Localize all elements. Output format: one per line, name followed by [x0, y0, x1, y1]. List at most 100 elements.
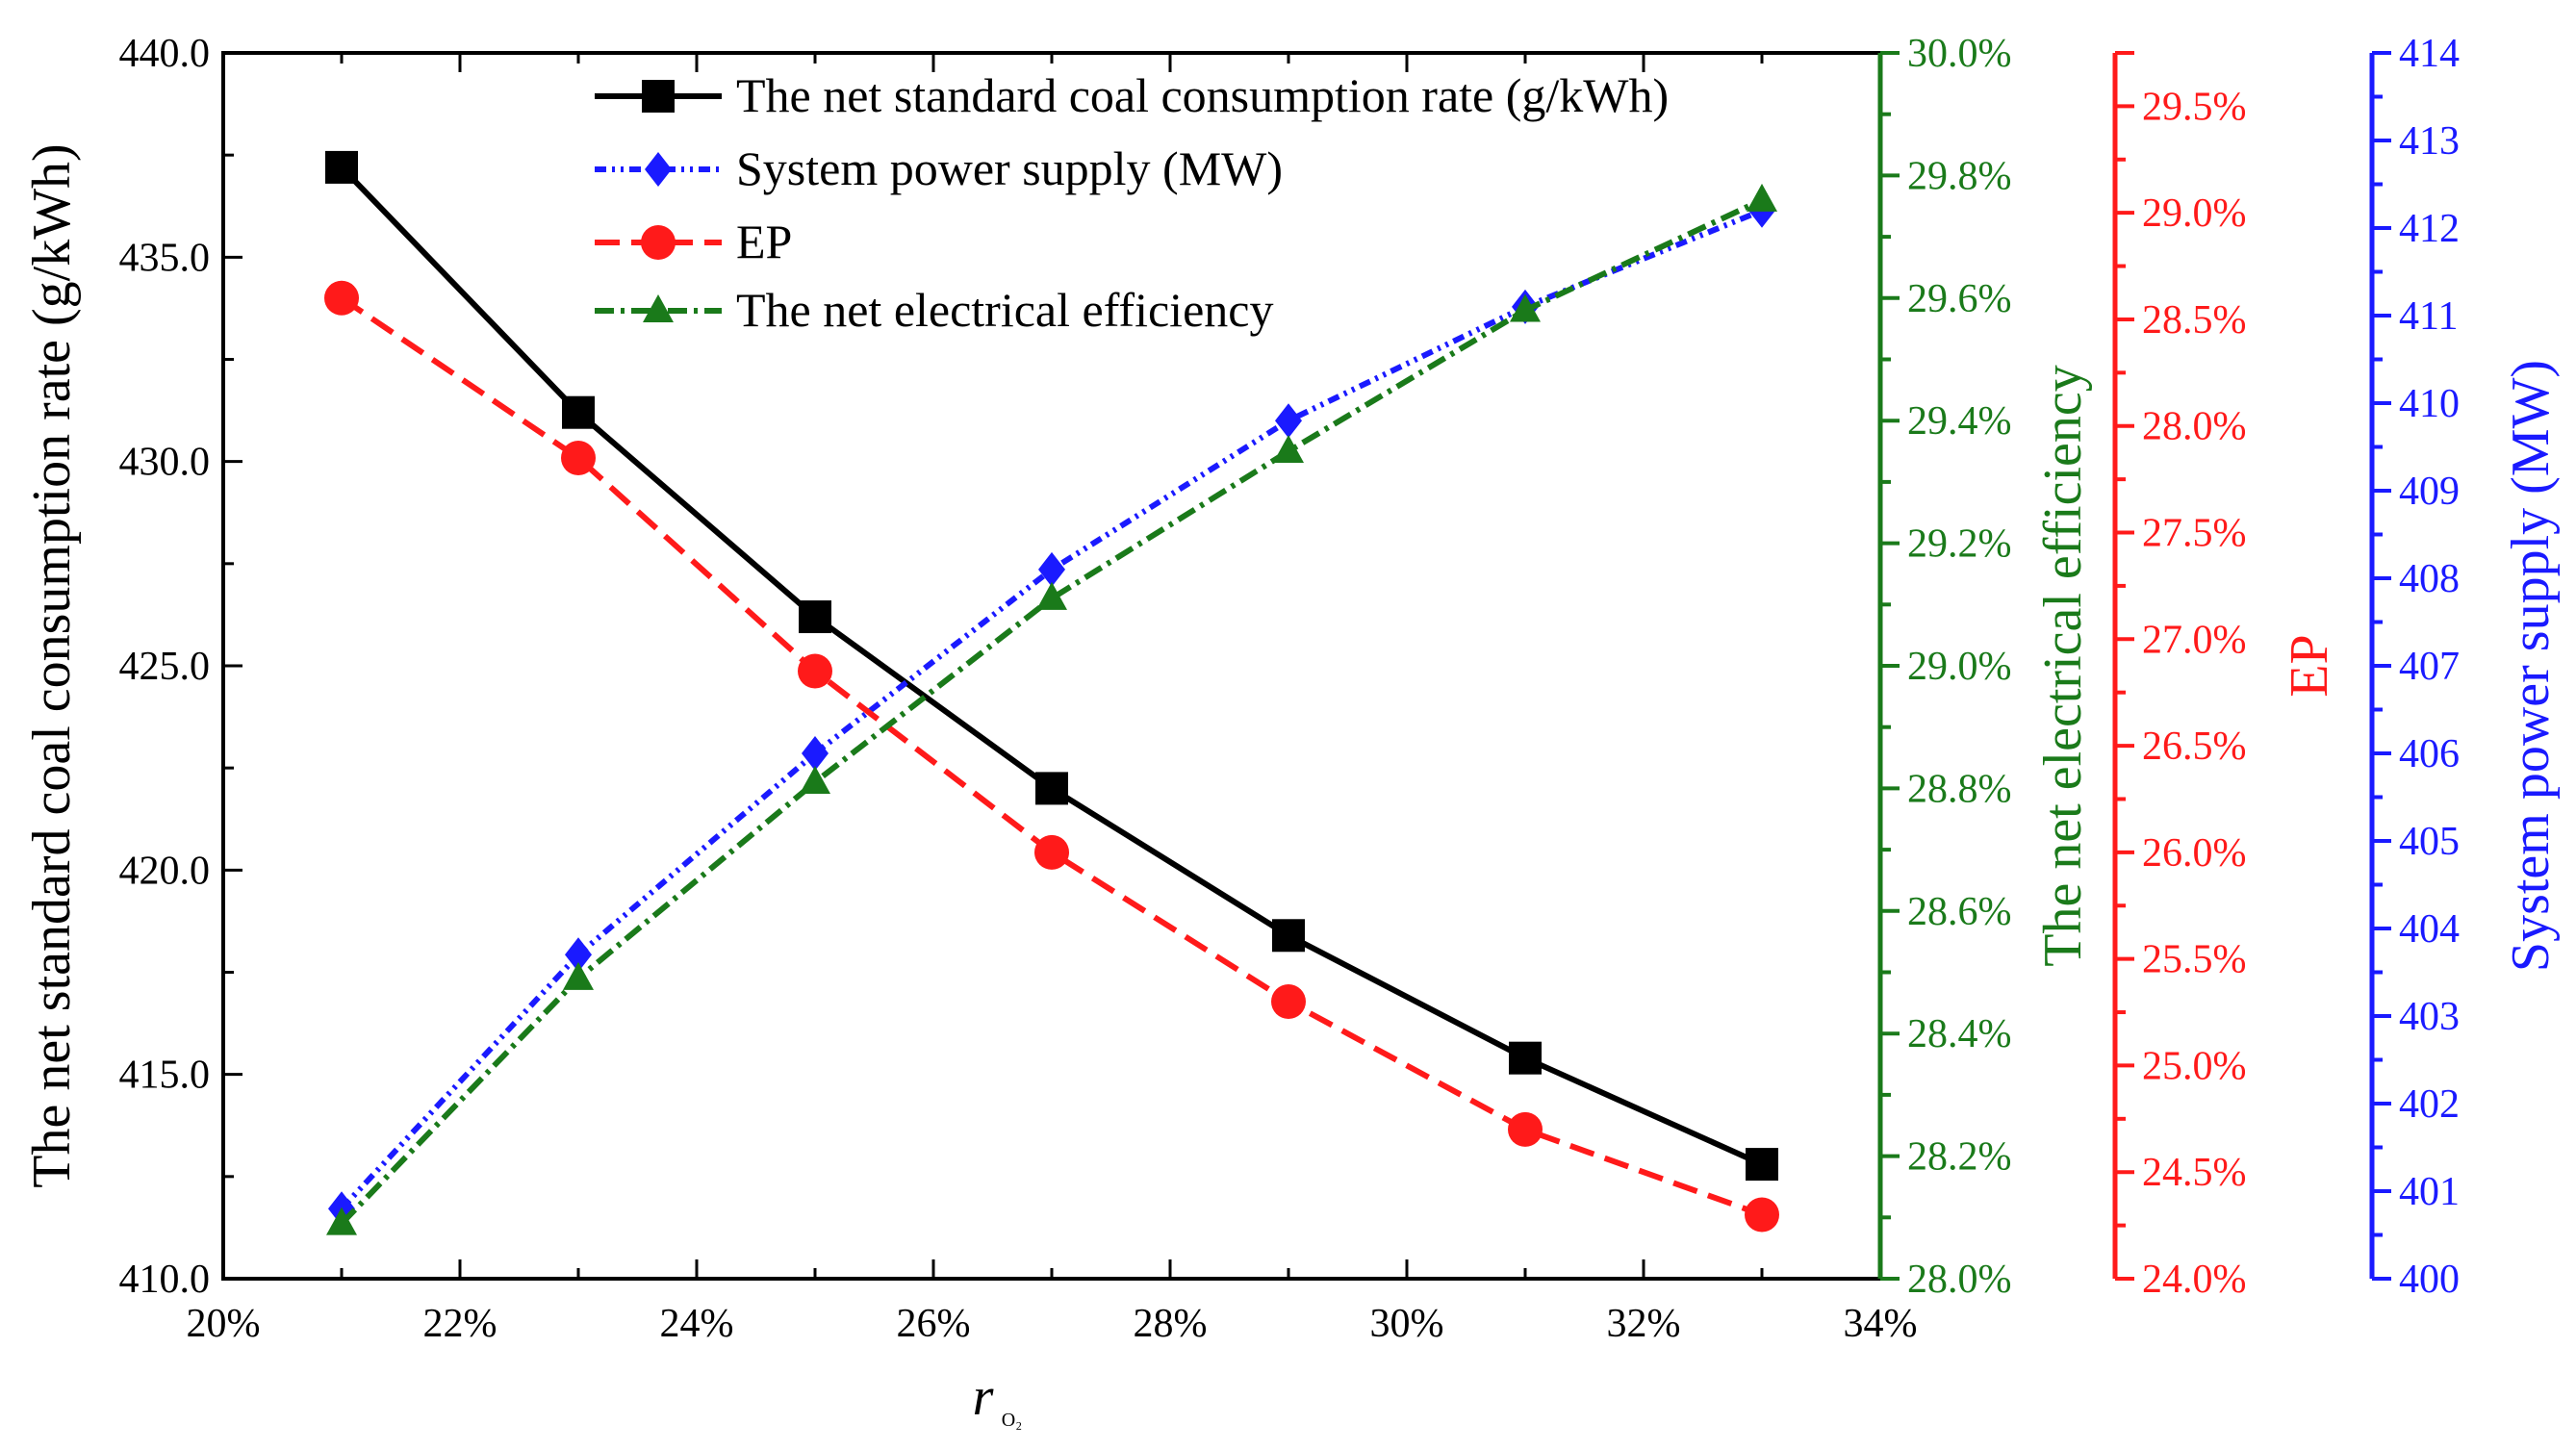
ep-tick-label: 27.0% — [2142, 618, 2247, 662]
coal-axis-title: The net standard coal consumption rate (… — [22, 143, 82, 1187]
ep-tick-label: 24.5% — [2142, 1151, 2247, 1195]
power-tick-label: 406 — [2399, 732, 2460, 776]
data-point-eff — [1036, 581, 1067, 610]
data-point-power — [1275, 403, 1302, 439]
series-layer — [324, 150, 1779, 1235]
legend-marker-power — [645, 152, 672, 187]
ep-tick-label: 25.0% — [2142, 1044, 2247, 1088]
power-tick-label: 401 — [2399, 1170, 2460, 1214]
eff-tick-label: 28.0% — [1907, 1258, 2012, 1302]
data-point-eff — [800, 766, 830, 795]
eff-tick-label: 28.6% — [1907, 890, 2012, 934]
data-point-power — [565, 937, 592, 973]
data-point-coal — [1272, 919, 1305, 953]
eff-tick-label: 29.4% — [1907, 399, 2012, 444]
power-tick-label: 409 — [2399, 470, 2460, 514]
eff-tick-label: 29.0% — [1907, 645, 2012, 689]
legend-marker-eff — [643, 294, 674, 322]
ep-tick-label: 29.5% — [2142, 85, 2247, 129]
data-point-coal — [1746, 1148, 1778, 1182]
eff-tick-label: 28.2% — [1907, 1135, 2012, 1180]
power-tick-label: 410 — [2399, 382, 2460, 426]
power-tick-label: 414 — [2399, 32, 2460, 76]
eff-tick-label: 30.0% — [1907, 32, 2012, 76]
ep-tick-label: 24.0% — [2142, 1258, 2247, 1302]
axes: 20% 22% 24% 26% 28% 30% 32% 34% 410.0 415.0 420.0 4… — [119, 32, 2461, 1346]
coal-tick-label: 420.0 — [119, 849, 211, 893]
data-point-coal — [1509, 1041, 1542, 1075]
legend: The net standard coal consumption rate (… — [595, 68, 1669, 337]
power-tick-label: 411 — [2399, 294, 2458, 339]
data-point-power — [802, 736, 829, 771]
legend-marker-coal — [642, 80, 675, 113]
coal-tick-label: 440.0 — [119, 32, 211, 76]
power-axis-title: System power supply (MW) — [2501, 360, 2561, 972]
ep-tick-label: 28.0% — [2142, 405, 2247, 449]
data-point-coal — [325, 150, 358, 184]
data-point-ep — [1745, 1197, 1779, 1233]
coal-tick-label: 435.0 — [119, 236, 211, 280]
data-point-coal — [562, 395, 595, 429]
data-point-ep — [1508, 1111, 1543, 1147]
x-axis-title: r — [973, 1367, 994, 1427]
ep-tick-label: 27.5% — [2142, 512, 2247, 556]
eff-tick-label: 29.6% — [1907, 277, 2012, 321]
eff-tick-label: 28.8% — [1907, 767, 2012, 811]
legend-label-ep: EP — [736, 215, 792, 268]
series-line-power — [339, 208, 1764, 1211]
axis-titles: r O₂ The net standard coal consumption rat… — [22, 143, 2561, 1431]
data-point-eff — [326, 1207, 357, 1235]
coal-tick-label: 425.0 — [119, 645, 211, 689]
plot-frame-rect — [221, 51, 1882, 1281]
coal-tick-label: 410.0 — [119, 1258, 211, 1302]
eff-tick-label: 29.2% — [1907, 522, 2012, 567]
data-point-ep — [1034, 834, 1069, 870]
x-axis-title-subscript: O₂ — [1002, 1410, 1022, 1431]
data-point-eff — [1747, 183, 1777, 212]
power-tick-label: 407 — [2399, 645, 2460, 689]
eff-tick-label: 29.8% — [1907, 154, 2012, 198]
power-tick-label: 413 — [2399, 119, 2460, 164]
power-tick-label: 400 — [2399, 1258, 2460, 1302]
data-point-ep — [1271, 983, 1306, 1019]
eff-tick-label: 28.4% — [1907, 1012, 2012, 1056]
data-point-eff — [1273, 435, 1304, 464]
x-tick-label: 32% — [1607, 1302, 1681, 1346]
data-point-eff — [563, 961, 594, 990]
x-tick-label: 26% — [897, 1302, 971, 1346]
legend-label-eff: The net electrical efficiency — [736, 283, 1273, 337]
ep-axis-title: EP — [2280, 634, 2339, 697]
eff-axis-title: The net electrical efficiency — [2033, 365, 2093, 966]
legend-label-coal: The net standard coal consumption rate (… — [736, 68, 1669, 122]
power-tick-label: 404 — [2399, 907, 2460, 952]
legend-marker-ep — [641, 225, 676, 260]
data-point-ep — [798, 653, 832, 689]
series-line-ep — [340, 295, 1764, 1218]
x-tick-label: 22% — [423, 1302, 497, 1346]
coal-tick-label: 430.0 — [119, 441, 211, 485]
ep-tick-label: 26.5% — [2142, 724, 2247, 769]
data-point-power — [1038, 551, 1065, 587]
power-tick-label: 412 — [2399, 207, 2460, 251]
data-point-eff — [1510, 293, 1541, 322]
x-tick-label: 34% — [1844, 1302, 1918, 1346]
x-tick-label: 28% — [1134, 1302, 1208, 1346]
x-tick-label: 30% — [1370, 1302, 1444, 1346]
ep-tick-label: 28.5% — [2142, 298, 2247, 343]
power-tick-label: 402 — [2399, 1082, 2460, 1127]
x-tick-label: 24% — [660, 1302, 734, 1346]
power-tick-label: 403 — [2399, 995, 2460, 1039]
power-tick-label: 408 — [2399, 557, 2460, 601]
data-point-coal — [1035, 772, 1068, 805]
ep-tick-label: 26.0% — [2142, 831, 2247, 876]
ep-tick-label: 25.5% — [2142, 938, 2247, 982]
data-point-ep — [324, 280, 359, 316]
power-tick-label: 405 — [2399, 820, 2460, 864]
ep-tick-label: 29.0% — [2142, 191, 2247, 236]
plot-frame — [221, 51, 1882, 1281]
x-tick-label: 20% — [187, 1302, 261, 1346]
legend-label-power: System power supply (MW) — [736, 141, 1283, 195]
data-point-coal — [799, 600, 831, 634]
coal-tick-label: 415.0 — [119, 1054, 211, 1098]
